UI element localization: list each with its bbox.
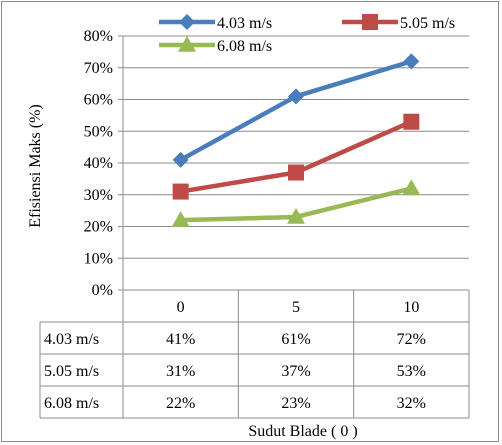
y-tick-label: 60% [84, 92, 113, 109]
data-label: 32% [397, 395, 426, 412]
data-label: 53% [397, 363, 426, 380]
data-point [288, 164, 304, 181]
data-label: 37% [281, 363, 310, 380]
y-tick-label: 70% [84, 60, 113, 77]
y-tick-label: 20% [84, 219, 113, 236]
data-point [402, 179, 421, 196]
x-axis-label: Sudut Blade ( 0 ) [248, 423, 357, 440]
data-point [403, 53, 420, 70]
y-axis-ticks: 0% 10% 20% 30% 40% 50% 60% 70% 80% [84, 28, 113, 299]
legend-label: 4.03 m/s [217, 15, 272, 32]
data-point [403, 113, 420, 130]
data-label: 72% [397, 331, 426, 348]
data-point [287, 207, 305, 224]
legend-marker [178, 36, 196, 52]
data-label: 61% [281, 331, 310, 348]
table-series-name: 4.03 m/s [44, 331, 99, 348]
y-axis-label: Efisiensi Maks (%) [27, 104, 44, 228]
data-label: 31% [166, 363, 195, 380]
y-tick-label: 0% [92, 282, 113, 299]
y-tick-label: 40% [84, 155, 113, 172]
data-label: 22% [166, 395, 195, 412]
table-series-name: 6.08 m/s [44, 395, 99, 412]
y-tick-label: 80% [84, 28, 113, 45]
y-tick-label: 50% [84, 123, 113, 140]
data-label: 23% [281, 395, 310, 412]
series-lines [171, 53, 421, 227]
legend-label: 5.05 m/s [400, 15, 455, 32]
legend-marker [179, 14, 195, 30]
data-label: 41% [166, 331, 195, 348]
y-tick-label: 10% [84, 250, 113, 267]
data-point [172, 183, 189, 200]
legend: 4.03 m/s 5.05 m/s 6.08 m/s [159, 14, 455, 55]
series-line [180, 119, 413, 194]
x-tick-label: 0 [177, 299, 185, 316]
data-point [288, 88, 304, 105]
y-tick-label: 30% [84, 187, 113, 204]
data-point [171, 211, 190, 227]
table-series-name: 5.05 m/s [44, 363, 99, 380]
x-tick-label: 10 [403, 299, 419, 316]
legend-label: 6.08 m/s [217, 38, 272, 55]
legend-marker [362, 14, 378, 30]
gridlines [118, 35, 469, 291]
series-line [179, 59, 412, 162]
data-table: 0 5 10 4.03 m/s 41% 61% 72% 5.05 m/s 31% 37% 53% 6.… [39, 289, 470, 419]
data-point [172, 151, 189, 168]
x-tick-label: 5 [292, 299, 300, 316]
